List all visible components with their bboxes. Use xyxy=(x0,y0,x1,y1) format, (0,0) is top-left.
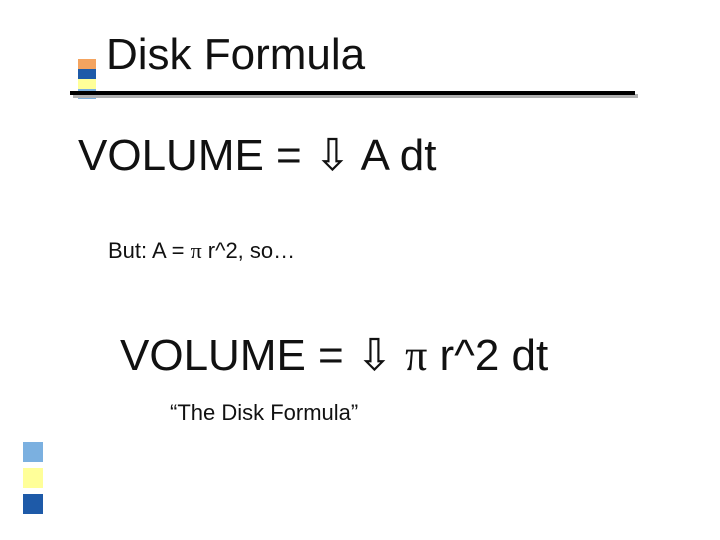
slide: Disk Formula VOLUME = ⇩ A dt But: A = π … xyxy=(0,0,720,540)
formula2-rhs: r^2 dt xyxy=(427,331,548,380)
integral-icon: ⇩ xyxy=(314,131,351,180)
disk-formula-caption: “The Disk Formula” xyxy=(170,400,358,426)
formula1-rhs: A dt xyxy=(351,131,437,180)
formula2-lhs: VOLUME = xyxy=(120,331,356,380)
side-decoration-icon xyxy=(23,442,43,520)
pi-symbol: π xyxy=(405,331,427,380)
title-row: Disk Formula xyxy=(78,30,365,99)
formula-volume-a-dt: VOLUME = ⇩ A dt xyxy=(78,130,436,181)
but-line: But: A = π r^2, so… xyxy=(108,238,295,264)
integral-icon: ⇩ xyxy=(356,331,393,380)
formula-volume-pi-r2-dt: VOLUME = ⇩ π r^2 dt xyxy=(120,330,548,381)
pi-symbol: π xyxy=(191,238,202,263)
but-suffix: r^2, so… xyxy=(202,238,295,263)
title-underline xyxy=(70,91,635,95)
formula1-lhs: VOLUME = xyxy=(78,131,314,180)
slide-title: Disk Formula xyxy=(106,30,365,80)
but-prefix: But: A = xyxy=(108,238,191,263)
formula2-space xyxy=(393,331,405,380)
